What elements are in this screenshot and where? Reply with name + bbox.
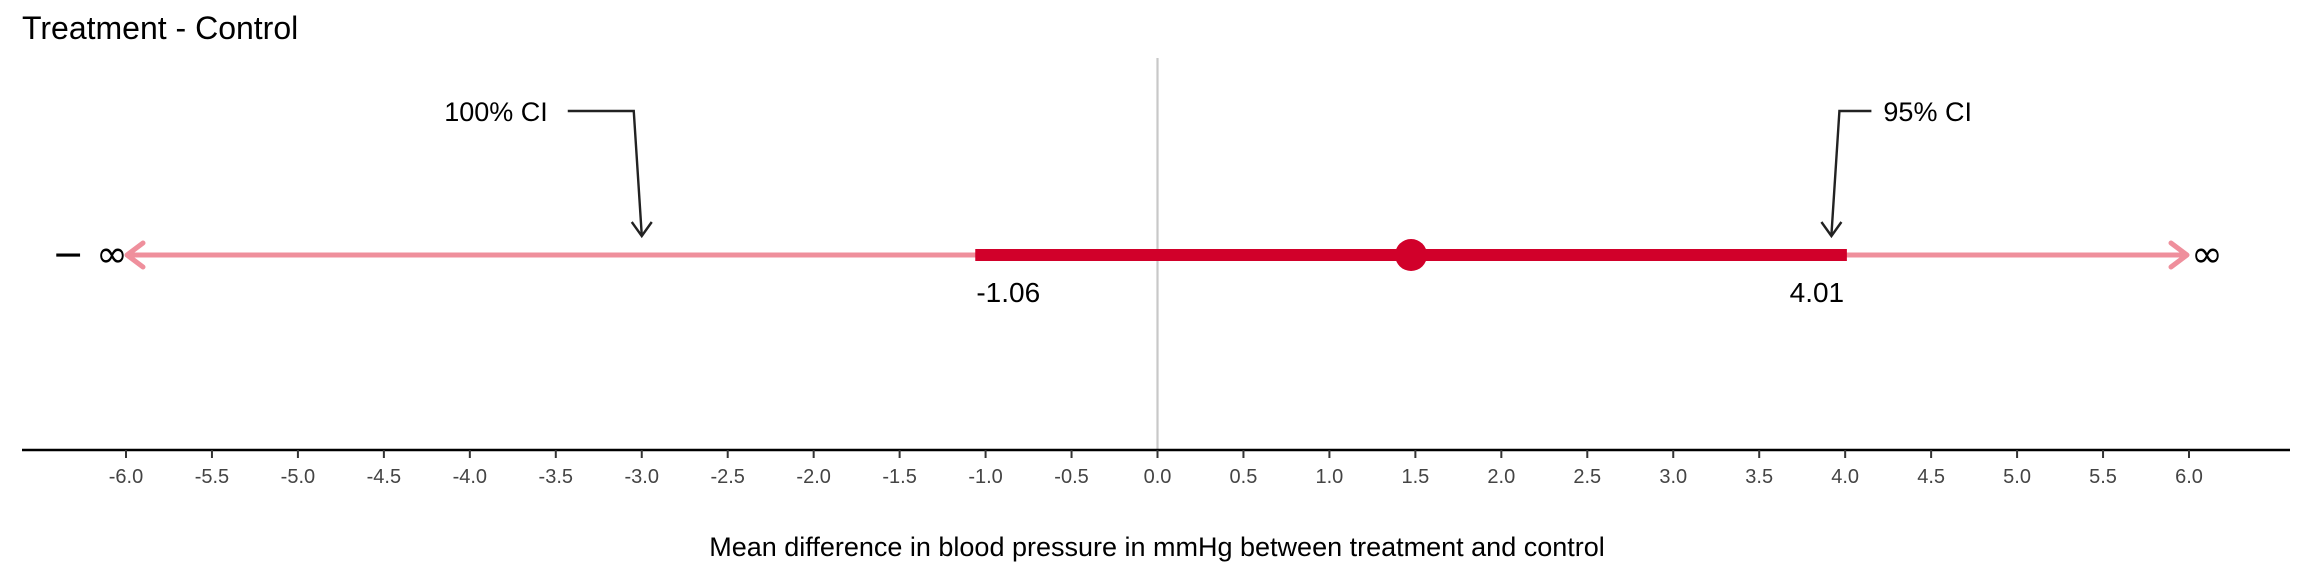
x-tick-label: -4.0 bbox=[453, 466, 487, 488]
point-estimate-marker bbox=[1395, 239, 1428, 271]
annotation-95-ci-arrowhead bbox=[1820, 221, 1843, 239]
x-tick-label: -5.0 bbox=[281, 466, 315, 488]
annotation-100-ci-leader bbox=[567, 109, 643, 236]
x-tick-label: 3.5 bbox=[1745, 466, 1773, 488]
x-tick-label: 5.0 bbox=[2003, 466, 2031, 488]
x-tick-label: 0.0 bbox=[1144, 466, 1172, 488]
x-axis-label: Mean difference in blood pressure in mmH… bbox=[709, 532, 1605, 562]
x-tick-label: 4.5 bbox=[1917, 466, 1945, 488]
ci100-upper-bound-label: ∞ bbox=[2191, 232, 2223, 276]
chart-title: Treatment - Control bbox=[22, 10, 298, 46]
x-axis-ticks: -6.0 -5.5 -5.0 -4.5 -4.0 -3.5 -3.0 -2.5 -2.0 -1.5… bbox=[109, 450, 2203, 488]
ci100-lower-bound-label: − ∞ bbox=[52, 232, 128, 276]
annotation-100-ci-arrowhead bbox=[630, 221, 653, 239]
x-tick-label: 3.0 bbox=[1659, 466, 1687, 488]
x-tick-label: 5.5 bbox=[2089, 466, 2117, 488]
ci100-right-arrowhead bbox=[2168, 240, 2190, 270]
ci100-left-arrowhead bbox=[124, 240, 146, 270]
x-tick-label: 2.0 bbox=[1487, 466, 1515, 488]
x-tick-label: 1.5 bbox=[1401, 466, 1429, 488]
x-tick-label: -5.5 bbox=[195, 466, 229, 488]
annotation-95-ci-label: 95% CI bbox=[1883, 97, 1972, 127]
x-tick-label: -0.5 bbox=[1054, 466, 1088, 488]
x-tick-label: 1.0 bbox=[1316, 466, 1344, 488]
x-tick-label: -3.0 bbox=[625, 466, 659, 488]
annotation-100-ci-label: 100% CI bbox=[444, 97, 548, 127]
x-tick-label: 0.5 bbox=[1230, 466, 1258, 488]
x-tick-label: -3.5 bbox=[539, 466, 573, 488]
x-tick-label: -4.5 bbox=[367, 466, 401, 488]
x-tick-label: -1.5 bbox=[882, 466, 916, 488]
ci95-upper-bound-label: 4.01 bbox=[1790, 277, 1845, 308]
x-tick-label: -6.0 bbox=[109, 466, 143, 488]
x-tick-label: -2.0 bbox=[796, 466, 830, 488]
x-tick-label: 2.5 bbox=[1573, 466, 1601, 488]
x-tick-label: 6.0 bbox=[2175, 466, 2203, 488]
x-tick-label: -2.5 bbox=[710, 466, 744, 488]
x-tick-label: 4.0 bbox=[1831, 466, 1859, 488]
ci95-lower-bound-label: -1.06 bbox=[976, 277, 1040, 308]
x-tick-label: -1.0 bbox=[968, 466, 1002, 488]
annotation-95-ci-leader bbox=[1830, 109, 1872, 236]
